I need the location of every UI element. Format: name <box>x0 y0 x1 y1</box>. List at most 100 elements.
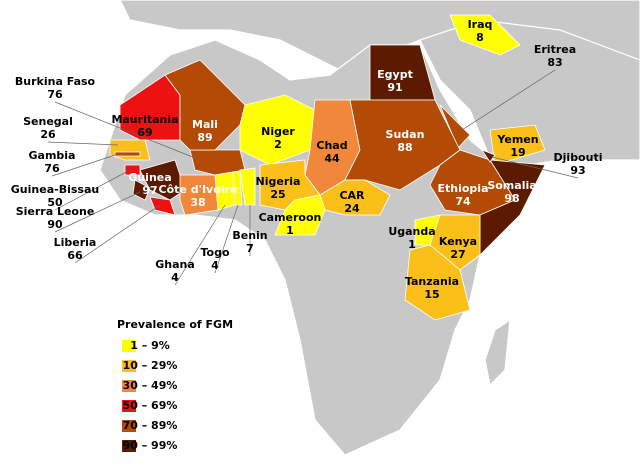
country-value: 4 <box>211 259 219 272</box>
country-value: 25 <box>270 188 285 201</box>
country-area <box>232 171 243 206</box>
country-name: Côte d'Ivoire <box>159 183 238 196</box>
country-area <box>439 104 471 149</box>
legend-swatch <box>122 340 136 352</box>
legend-label: 30 – 49% <box>123 379 178 392</box>
leader-line <box>214 204 239 274</box>
legend-label: 1 – 9% <box>130 339 170 352</box>
leader-line <box>54 191 141 233</box>
country-value: 44 <box>324 152 340 165</box>
country-name: Chad <box>316 139 347 152</box>
country-area <box>489 124 546 166</box>
country-value: 76 <box>47 88 63 101</box>
country-area <box>239 167 256 206</box>
country-value: 89 <box>197 131 212 144</box>
country-value: 90 <box>47 218 63 231</box>
country-name: CAR <box>339 189 365 202</box>
country-name: Yemen <box>496 133 538 146</box>
country-name: Guinea <box>128 171 171 184</box>
country-value: 69 <box>137 126 152 139</box>
country-value: 93 <box>570 164 585 177</box>
country-name: Tanzania <box>405 275 459 288</box>
legend-swatch <box>122 380 136 392</box>
legend-label: 90 – 99% <box>123 439 178 452</box>
country-area <box>114 151 141 157</box>
leader-line <box>491 156 579 179</box>
country-value: 15 <box>424 288 439 301</box>
leader-line <box>74 204 161 264</box>
country-area <box>124 164 141 176</box>
country-name: Togo <box>200 246 229 259</box>
country-name: Djibouti <box>554 151 603 164</box>
country-name: Benin <box>232 229 267 242</box>
country-name: Ethiopia <box>438 182 489 195</box>
country-value: 66 <box>67 249 83 262</box>
country-name: Eritrea <box>534 43 576 56</box>
country-name: Sudan <box>386 128 425 141</box>
leader-line <box>47 141 119 146</box>
country-value: 98 <box>504 192 519 205</box>
country-value: 27 <box>450 248 465 261</box>
country-value: 26 <box>40 128 56 141</box>
legend-label: 50 – 69% <box>123 399 178 412</box>
legend-label: 70 – 89% <box>123 419 178 432</box>
leader-line <box>51 153 119 177</box>
legend-swatch <box>122 360 136 372</box>
country-name: Guinea-Bissau <box>11 183 99 196</box>
country-area <box>449 14 521 56</box>
country-name: Mauritania <box>111 113 178 126</box>
country-name: Liberia <box>54 236 97 249</box>
country-area <box>404 244 471 321</box>
country-name: Nigeria <box>256 175 301 188</box>
country-area <box>149 196 176 216</box>
country-name: Egypt <box>377 68 413 81</box>
country-value: 83 <box>547 56 562 69</box>
legend-swatch <box>122 400 136 412</box>
country-area <box>480 149 496 163</box>
leader-line <box>461 69 556 131</box>
country-value: 4 <box>171 271 179 284</box>
country-name: Ghana <box>155 258 195 271</box>
country-area <box>164 59 246 151</box>
country-area <box>179 174 219 216</box>
country-name: Somalia <box>487 179 536 192</box>
country-area <box>319 179 391 216</box>
country-name: Uganda <box>388 225 435 238</box>
country-value: 7 <box>246 242 254 255</box>
country-value: 97 <box>142 184 157 197</box>
country-value: 1 <box>408 238 416 251</box>
leader-line <box>54 169 131 211</box>
country-value: 24 <box>344 202 360 215</box>
country-area <box>132 179 151 201</box>
country-value: 88 <box>397 141 412 154</box>
country-value: 74 <box>455 195 471 208</box>
country-name: Cameroon <box>259 211 322 224</box>
country-name: Iraq <box>468 18 493 31</box>
middle-east <box>419 19 640 171</box>
legend-title: Prevalence of FGM <box>117 318 233 331</box>
country-value: 50 <box>47 196 63 209</box>
country-value: 8 <box>476 31 484 44</box>
country-area <box>239 94 316 166</box>
country-name: Mali <box>192 118 218 131</box>
country-value: 1 <box>286 224 294 237</box>
country-value: 91 <box>387 81 402 94</box>
leader-line <box>174 204 226 286</box>
legend-label: 10 – 29% <box>123 359 178 372</box>
country-area <box>109 139 151 161</box>
leader-line <box>54 101 201 161</box>
country-name: Sierra Leone <box>16 205 95 218</box>
country-name: Gambia <box>29 149 76 162</box>
country-value: 76 <box>44 162 60 175</box>
country-area <box>429 214 481 271</box>
country-name: Burkina Faso <box>15 75 96 88</box>
country-value: 19 <box>510 146 525 159</box>
madagascar <box>484 318 511 387</box>
country-area <box>344 99 461 191</box>
country-value: 38 <box>190 196 205 209</box>
legend-swatch <box>122 420 136 432</box>
country-name: Kenya <box>439 235 477 248</box>
country-area <box>274 194 326 236</box>
